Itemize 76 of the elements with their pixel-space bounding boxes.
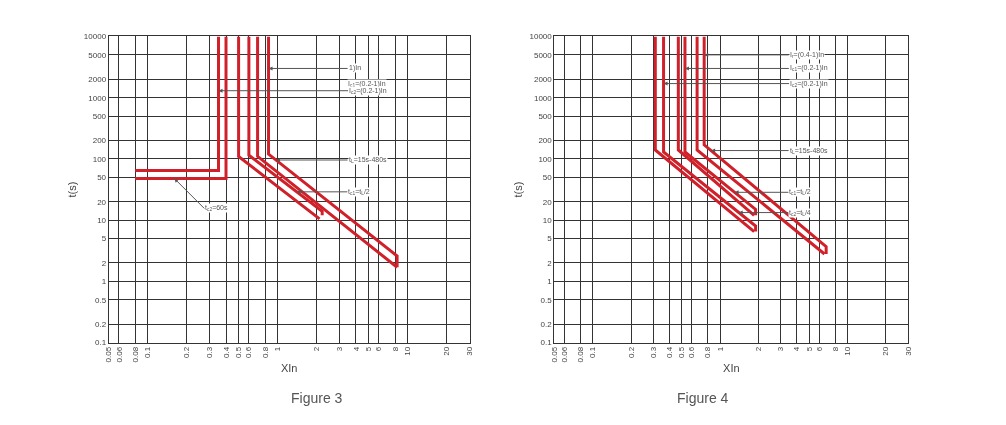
y-tick-label: 0.5 [540,295,553,305]
y-tick-label: 2 [101,258,107,268]
x-tick-label: 0.1 [588,346,598,358]
x-tick-label: 0.05 [549,346,559,363]
y-axis-title: t(s) [66,181,79,198]
y-tick-label: 10 [542,215,553,225]
y-tick-label: 10 [97,215,107,225]
x-tick-label: 0.08 [130,346,140,363]
x-tick-label: 4 [792,346,802,352]
y-tick-label: 50 [542,173,553,183]
x-tick-label: 0.6 [244,346,254,358]
x-tick-label: 30 [465,346,475,356]
x-tick-label: 0.05 [104,346,114,363]
x-tick-label: 6 [814,346,824,352]
y-tick-label: 1000 [533,93,553,103]
x-axis-title: XIn [723,361,740,374]
y-tick-label: 50 [97,173,107,183]
y-tick-label: 2000 [88,75,107,85]
x-tick-label: 0.3 [205,346,215,358]
x-tick-label: 0.2 [182,346,192,358]
x-tick-label: 8 [830,346,840,352]
x-tick-label: 0.8 [703,346,713,358]
x-tick-label: 30 [903,346,913,356]
x-tick-label: 0.4 [664,346,674,358]
y-tick-label: 5000 [88,50,107,60]
x-tick-label: 0.2 [626,346,636,358]
x-tick-label: 2 [312,346,322,352]
y-tick-label: 20 [97,197,107,207]
y-tick-label: 100 [538,154,553,164]
x-tick-label: 0.06 [560,346,570,363]
y-tick-label: 10000 [529,32,553,42]
y-tick-label: 5 [547,234,553,244]
text: Figure 4 [677,390,729,406]
x-axis-title: XIn [280,361,298,374]
y-tick-label: 0.2 [94,319,107,329]
x-tick-label: 0.06 [114,346,124,363]
x-tick-label: 10 [843,346,853,356]
x-tick-label: 5 [364,346,374,352]
x-tick-label: 0.08 [575,346,585,363]
x-tick-label: 0.6 [687,346,697,358]
y-tick-label: 500 [92,111,107,121]
x-tick-label: 20 [881,346,891,356]
y-tick-label: 200 [538,136,553,146]
y-tick-label: 5 [101,234,107,244]
y-tick-label: 20 [542,197,553,207]
y-tick-label: 1 [547,277,553,287]
x-tick-label: 3 [776,346,786,352]
x-tick-label: 4 [351,346,361,352]
y-tick-label: 1000 [88,93,107,103]
y-tick-label: 500 [538,111,553,121]
y-tick-label: 10000 [83,32,107,42]
x-tick-label: 5 [804,346,814,352]
y-tick-label: 2 [547,258,553,268]
x-tick-label: 8 [390,346,400,352]
x-tick-label: 20 [442,346,452,356]
y-axis-title: t(s) [512,181,525,198]
x-tick-label: 3 [335,346,345,352]
x-tick-label: 6 [374,346,384,352]
x-tick-label: 10 [403,346,413,356]
y-tick-label: 0.2 [540,319,553,329]
x-tick-label: 0.1 [143,346,153,358]
x-tick-label: 1 [715,346,725,352]
y-tick-label: 100 [92,154,107,164]
x-tick-label: 0.5 [234,346,244,358]
x-tick-label: 0.5 [677,346,687,358]
x-tick-label: 0.3 [649,346,659,358]
x-tick-label: 1 [273,346,283,352]
y-tick-label: 5000 [533,50,553,60]
y-tick-label: 1 [101,277,107,287]
x-tick-label: 0.8 [260,346,270,358]
y-tick-label: 2000 [533,75,553,85]
y-tick-label: 200 [92,136,107,146]
x-tick-label: 0.4 [221,346,231,358]
text: Figure 3 [291,390,343,406]
y-tick-label: 0.5 [94,295,107,305]
x-tick-label: 2 [754,346,764,352]
